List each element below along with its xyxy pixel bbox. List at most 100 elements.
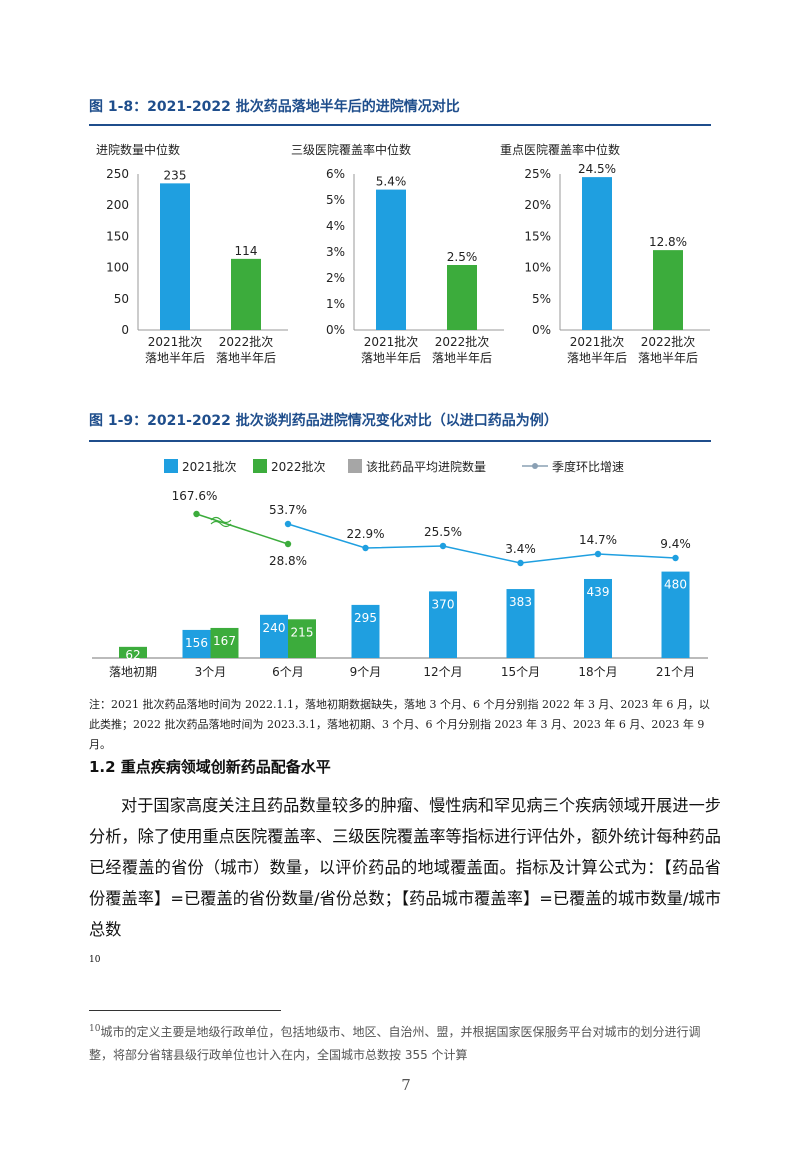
bar-2021 xyxy=(260,614,288,658)
footnote-mark: 10 xyxy=(89,1024,101,1034)
y-tick-label: 3% xyxy=(326,245,345,259)
figure-1-8-rule xyxy=(89,124,711,126)
bar xyxy=(447,265,477,330)
data-label: 156 xyxy=(185,636,208,650)
x-tick-label: 12个月 xyxy=(423,665,462,679)
body-paragraph: 对于国家高度关注且药品数量较多的肿瘤、慢性病和罕见病三个疾病领域开展进一步分析，… xyxy=(89,790,721,978)
chart-title: 进院数量中位数 xyxy=(96,142,180,157)
footnote-rule xyxy=(89,1010,281,1011)
legend-label: 该批药品平均进院数量 xyxy=(366,459,486,474)
growth-point-2021 xyxy=(439,542,447,550)
x-tick-label: 2022批次 xyxy=(219,334,274,349)
bar-2022 xyxy=(210,627,239,658)
figure-1-9-title: 图 1-9：2021-2022 批次谈判药品进院情况变化对比（以进口药品为例） xyxy=(89,413,558,429)
y-tick-label: 25% xyxy=(524,167,551,181)
y-tick-label: 2% xyxy=(326,271,345,285)
data-label: 12.8% xyxy=(649,235,687,249)
growth-point-2021 xyxy=(672,554,679,562)
axis-break-mark xyxy=(210,516,232,524)
data-label: 240 xyxy=(263,621,286,635)
y-tick-label: 10% xyxy=(524,261,551,275)
figure-1-9-rule xyxy=(89,440,711,442)
x-tick-label: 15个月 xyxy=(501,665,540,679)
figure-note: 注：2021 批次药品落地时间为 2022.1.1，落地初期数据缺失，落地 3 … xyxy=(89,698,710,751)
growth-point-2021 xyxy=(594,550,602,558)
y-tick-label: 0 xyxy=(121,323,129,337)
growth-point-2021 xyxy=(362,544,369,552)
footnote-ref[interactable]: 10 xyxy=(89,955,101,965)
y-tick-label: 150 xyxy=(106,229,129,243)
y-tick-label: 250 xyxy=(106,167,129,181)
legend-swatch-average xyxy=(348,459,362,473)
x-tick-label: 2021批次 xyxy=(364,334,419,349)
growth-line-2022 xyxy=(196,513,289,545)
bar-2022 xyxy=(119,646,147,658)
bar-2021 xyxy=(351,604,380,658)
data-label: 383 xyxy=(509,595,532,609)
y-tick-label: 0% xyxy=(532,323,551,337)
growth-point-2021 xyxy=(517,559,524,567)
x-tick-label: 落地半年后 xyxy=(216,351,276,365)
data-label: 295 xyxy=(354,611,377,625)
legend-label: 2022批次 xyxy=(271,459,326,474)
y-tick-label: 200 xyxy=(106,198,129,212)
bar xyxy=(376,189,406,330)
bar xyxy=(653,250,683,330)
x-tick-label: 落地半年后 xyxy=(638,351,698,365)
x-tick-label: 6个月 xyxy=(272,665,304,679)
x-tick-label: 21个月 xyxy=(656,665,695,679)
bar-2021 xyxy=(661,571,690,658)
x-tick-label: 落地半年后 xyxy=(361,351,421,365)
growth-line-2021 xyxy=(287,523,676,564)
x-tick-label: 落地半年后 xyxy=(567,351,627,365)
axis-break-mark xyxy=(210,520,232,528)
x-tick-label: 9个月 xyxy=(350,665,382,679)
bar-2021 xyxy=(584,578,612,658)
growth-label: 14.7% xyxy=(579,533,617,547)
growth-point-2022 xyxy=(284,540,292,548)
x-tick-label: 2022批次 xyxy=(435,334,490,349)
data-label: 235 xyxy=(164,168,187,182)
bar xyxy=(160,183,190,330)
data-label: 24.5% xyxy=(578,162,616,176)
growth-label: 9.4% xyxy=(660,537,691,551)
y-tick-label: 6% xyxy=(326,167,345,181)
legend-label: 季度环比增速 xyxy=(552,459,624,474)
chart-title: 三级医院覆盖率中位数 xyxy=(291,142,411,157)
section-heading: 1.2 重点疾病领域创新药品配备水平 xyxy=(89,758,331,776)
y-tick-label: 0% xyxy=(326,323,345,337)
y-tick-label: 20% xyxy=(524,198,551,212)
y-tick-label: 15% xyxy=(524,229,551,243)
data-label: 439 xyxy=(587,585,610,599)
growth-label: 22.9% xyxy=(346,527,384,541)
x-tick-label: 2021批次 xyxy=(570,334,625,349)
data-label: 62 xyxy=(125,648,140,662)
growth-label: 167.6% xyxy=(172,489,218,503)
bar xyxy=(582,177,612,330)
x-tick-label: 3个月 xyxy=(195,665,227,679)
x-tick-label: 落地半年后 xyxy=(432,351,492,365)
body-paragraph-text: 对于国家高度关注且药品数量较多的肿瘤、慢性病和罕见病三个疾病领域开展进一步分析，… xyxy=(89,796,721,939)
growth-label: 28.8% xyxy=(269,554,307,568)
bar-2021 xyxy=(506,589,535,658)
legend-swatch-2021 xyxy=(164,459,178,473)
data-label: 2.5% xyxy=(447,250,478,264)
figure-1-8-title: 图 1-8：2021-2022 批次药品落地半年后的进院情况对比 xyxy=(89,99,460,115)
growth-point-2022 xyxy=(193,510,200,518)
data-label: 167 xyxy=(213,634,236,648)
growth-label: 3.4% xyxy=(505,542,536,556)
chart-title: 重点医院覆盖率中位数 xyxy=(500,142,620,157)
x-tick-label: 落地半年后 xyxy=(145,351,205,365)
data-label: 215 xyxy=(291,625,314,639)
growth-label: 53.7% xyxy=(269,503,307,517)
data-label: 5.4% xyxy=(376,175,407,189)
y-tick-label: 1% xyxy=(326,297,345,311)
x-tick-label: 2021批次 xyxy=(148,334,203,349)
x-tick-label: 落地初期 xyxy=(109,665,157,679)
growth-label: 25.5% xyxy=(424,525,462,539)
footnote: 10城市的定义主要是地级行政单位，包括地级市、地区、自治州、盟，并根据国家医保服… xyxy=(89,1018,721,1067)
y-tick-label: 50 xyxy=(114,292,129,306)
footnote-text: 城市的定义主要是地级行政单位，包括地级市、地区、自治州、盟，并根据国家医保服务平… xyxy=(89,1025,701,1062)
